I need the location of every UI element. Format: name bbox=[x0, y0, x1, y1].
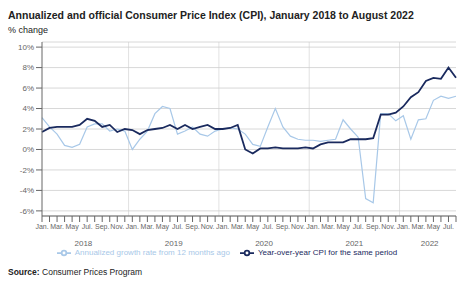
svg-text:2021: 2021 bbox=[345, 239, 363, 248]
svg-text:Nov.: Nov. bbox=[201, 223, 215, 230]
svg-text:Jul.: Jul. bbox=[82, 223, 93, 230]
svg-text:Jul.: Jul. bbox=[172, 223, 183, 230]
svg-text:Sep.: Sep. bbox=[366, 223, 380, 231]
svg-text:2%: 2% bbox=[22, 125, 34, 134]
svg-text:8%: 8% bbox=[22, 63, 34, 72]
svg-text:6%: 6% bbox=[22, 84, 34, 93]
svg-text:2018: 2018 bbox=[75, 239, 93, 248]
html-text:% change: % change bbox=[8, 25, 48, 35]
svg-text:May: May bbox=[336, 223, 350, 231]
svg-text:May: May bbox=[427, 223, 441, 231]
svg-text:Nov.: Nov. bbox=[110, 223, 124, 230]
svg-text:-6%: -6% bbox=[20, 207, 34, 216]
svg-text:Sep.: Sep. bbox=[95, 223, 109, 231]
svg-text:4%: 4% bbox=[22, 104, 34, 113]
svg-text:Jan.: Jan. bbox=[216, 223, 229, 230]
svg-text:-4%: -4% bbox=[20, 186, 34, 195]
svg-text:May: May bbox=[65, 223, 79, 231]
html-text:Year-over-year CPI for the sam: Year-over-year CPI for the same period bbox=[257, 248, 398, 258]
svg-text:Nov.: Nov. bbox=[381, 223, 395, 230]
svg-text:Mar.: Mar. bbox=[321, 223, 335, 230]
svg-text:Jan.: Jan. bbox=[35, 223, 48, 230]
svg-text:-2%: -2% bbox=[20, 166, 34, 175]
svg-text:Jan.: Jan. bbox=[126, 223, 139, 230]
svg-text:10%: 10% bbox=[18, 43, 34, 52]
svg-text:Jan.: Jan. bbox=[306, 223, 319, 230]
svg-text:Jul.: Jul. bbox=[353, 223, 364, 230]
html-text:Source: Consumer Prices Progra: Source: Consumer Prices Program bbox=[8, 267, 143, 277]
svg-text:Nov.: Nov. bbox=[291, 223, 305, 230]
svg-text:Sep.: Sep. bbox=[276, 223, 290, 231]
svg-text:Mar.: Mar. bbox=[50, 223, 64, 230]
svg-text:May: May bbox=[246, 223, 260, 231]
svg-text:Mar.: Mar. bbox=[231, 223, 245, 230]
svg-text:Sep.: Sep. bbox=[185, 223, 199, 231]
svg-text:Jan.: Jan. bbox=[397, 223, 410, 230]
svg-text:Mar.: Mar. bbox=[141, 223, 155, 230]
html-text:Annualized and official Consum: Annualized and official Consumer Price I… bbox=[8, 9, 414, 21]
svg-text:2022: 2022 bbox=[421, 239, 439, 248]
svg-text:0%: 0% bbox=[22, 145, 34, 154]
svg-text:Mar.: Mar. bbox=[412, 223, 426, 230]
svg-text:May: May bbox=[156, 223, 170, 231]
html-text:Annualized growth rate from 12: Annualized growth rate from 12 months ag… bbox=[74, 248, 230, 258]
svg-text:Jul.: Jul. bbox=[262, 223, 273, 230]
svg-text:Jul.: Jul. bbox=[443, 223, 454, 230]
svg-text:2020: 2020 bbox=[255, 239, 273, 248]
svg-text:2019: 2019 bbox=[165, 239, 183, 248]
